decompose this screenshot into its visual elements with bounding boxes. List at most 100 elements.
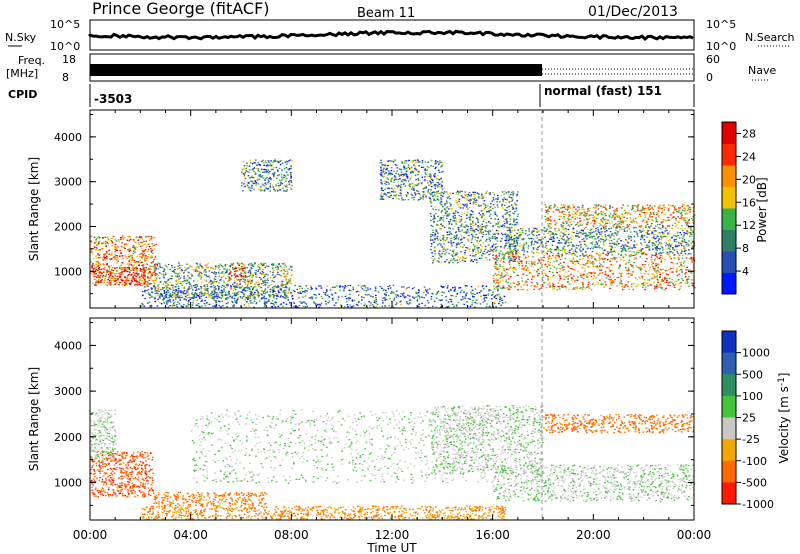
data-cell (461, 259, 464, 261)
data-cell (590, 262, 593, 264)
data-cell (277, 286, 280, 288)
data-cell (168, 283, 170, 286)
data-cell (468, 191, 471, 194)
data-cell (473, 236, 476, 239)
data-cell (431, 179, 434, 181)
data-cell (507, 278, 510, 280)
data-cell (620, 253, 623, 256)
data-cell (439, 185, 441, 188)
data-cell (417, 171, 420, 173)
data-cell (478, 196, 480, 198)
data-cell (213, 299, 216, 301)
data-cell (281, 285, 283, 287)
data-cell (247, 303, 250, 305)
data-cell (440, 228, 442, 230)
data-cell (188, 288, 191, 290)
data-cell (267, 299, 270, 301)
data-cell (504, 270, 506, 272)
data-cell (223, 290, 226, 292)
data-cell (459, 191, 461, 193)
data-cell (150, 238, 153, 240)
data-cell (204, 300, 206, 302)
data-cell (504, 218, 507, 220)
data-cell (239, 280, 241, 282)
data-cell (485, 230, 487, 232)
data-cell (207, 292, 209, 295)
data-cell (517, 255, 520, 257)
data-cell (185, 292, 188, 294)
data-cell (135, 237, 138, 239)
data-cell (670, 257, 672, 260)
data-cell (472, 203, 475, 205)
data-cell (313, 302, 316, 304)
data-cell (689, 269, 692, 271)
data-cell (583, 267, 585, 269)
data-cell (641, 254, 643, 256)
data-cell (207, 267, 209, 269)
data-cell (551, 265, 554, 267)
data-cell (246, 301, 248, 303)
data-cell (199, 275, 201, 277)
data-cell (423, 297, 425, 299)
data-cell (417, 295, 419, 297)
data-cell (243, 304, 246, 306)
data-cell (233, 274, 236, 276)
data-cell (472, 220, 474, 223)
data-cell (249, 281, 252, 283)
data-cell (375, 297, 377, 299)
data-cell (404, 179, 406, 181)
data-cell (242, 292, 244, 295)
data-cell (238, 264, 240, 266)
data-cell (306, 305, 309, 307)
data-cell (448, 233, 451, 236)
data-cell (105, 274, 108, 276)
data-cell (132, 252, 135, 255)
data-cell (117, 260, 119, 262)
data-cell (580, 274, 582, 276)
data-cell (574, 260, 576, 263)
data-cell (260, 263, 263, 266)
data-cell (490, 203, 492, 205)
data-cell (470, 293, 473, 295)
data-cell (460, 251, 462, 253)
data-cell (433, 300, 436, 302)
data-cell (442, 286, 445, 288)
data-cell (396, 170, 398, 172)
data-cell (437, 190, 440, 192)
data-cell (104, 256, 107, 259)
data-cell (556, 289, 559, 291)
data-cell (204, 274, 206, 276)
data-cell (545, 263, 547, 265)
data-cell (427, 191, 429, 193)
data-cell (147, 256, 149, 258)
data-cell (461, 190, 464, 192)
data-cell (128, 277, 131, 280)
data-cell (369, 304, 371, 306)
data-cell (481, 196, 483, 198)
data-cell (159, 294, 162, 296)
data-cell (262, 272, 265, 274)
data-cell (657, 285, 660, 287)
data-cell (284, 294, 286, 296)
data-cell (508, 223, 511, 226)
data-cell (424, 193, 426, 195)
data-cell (500, 246, 502, 248)
data-cell (424, 304, 426, 307)
data-cell (212, 272, 215, 274)
data-cell (157, 298, 159, 301)
data-cell (290, 166, 293, 168)
data-cell (207, 275, 210, 277)
data-cell (273, 295, 275, 297)
data-cell (477, 230, 479, 232)
data-cell (457, 262, 459, 264)
data-cell (557, 282, 559, 284)
data-cell (201, 266, 203, 268)
data-cell (446, 197, 449, 199)
data-cell (154, 265, 156, 267)
data-cell (154, 290, 157, 292)
data-cell (277, 286, 279, 289)
data-cell (445, 299, 448, 301)
data-cell (140, 282, 142, 284)
data-cell (417, 161, 420, 163)
data-cell (267, 179, 270, 181)
